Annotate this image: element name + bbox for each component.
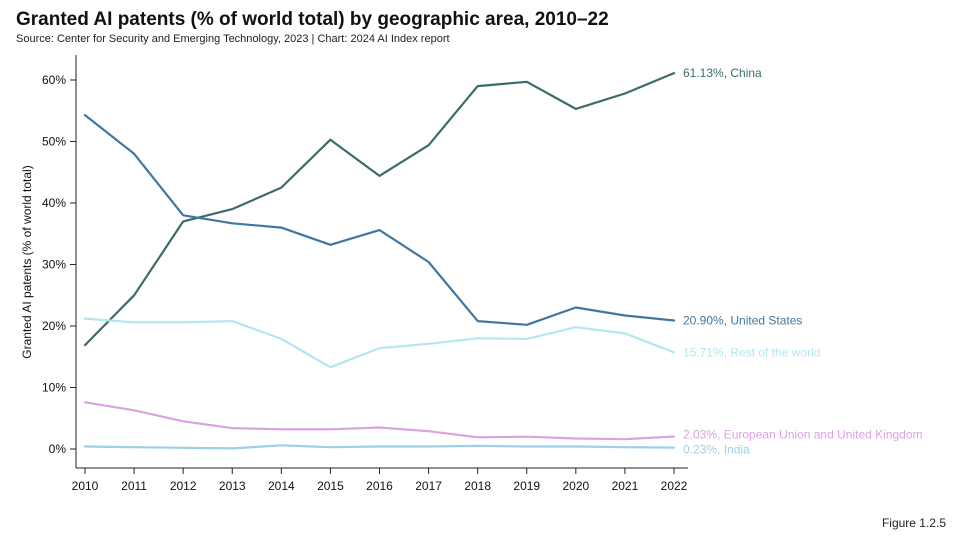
end-label-rest-of-the-world: 15.71%, Rest of the world: [683, 345, 820, 359]
end-label-china: 61.13%, China: [683, 66, 762, 80]
x-tick-label: 2014: [268, 479, 295, 493]
y-tick-label: 30%: [42, 258, 66, 272]
series-line-european-union-and-united-kingdom: [83, 401, 676, 441]
x-tick-label: 2012: [170, 479, 197, 493]
x-tick-label: 2019: [513, 479, 540, 493]
x-tick-label: 2013: [219, 479, 246, 493]
y-axis-title: Granted AI patents (% of world total): [20, 165, 34, 358]
figure-label: Figure 1.2.5: [881, 516, 946, 530]
end-label-united-states: 20.90%, United States: [683, 313, 802, 327]
y-tick-label: 50%: [42, 135, 66, 149]
x-tick-label: 2022: [661, 479, 688, 493]
series-line-china: [83, 71, 676, 347]
y-tick-label: 60%: [42, 73, 66, 87]
x-tick-label: 2017: [415, 479, 442, 493]
y-tick-label: 10%: [42, 381, 66, 395]
chart-title: Granted AI patents (% of world total) by…: [16, 9, 609, 30]
series-line-india: [83, 444, 676, 450]
x-tick-label: 2021: [612, 479, 639, 493]
x-tick-label: 2015: [317, 479, 344, 493]
chart-subtitle: Source: Center for Security and Emerging…: [16, 33, 450, 45]
y-tick-label: 0%: [49, 442, 67, 456]
end-label-india: 0.23%, India: [683, 443, 750, 457]
series-line-rest-of-the-world: [83, 317, 676, 369]
series-line-united-states: [83, 113, 676, 326]
x-tick-label: 2016: [366, 479, 393, 493]
x-tick-label: 2010: [72, 479, 99, 493]
x-tick-label: 2018: [464, 479, 491, 493]
end-label-european-union-and-united-kingdom: 2.03%, European Union and United Kingdom: [683, 428, 923, 442]
x-tick-label: 2020: [562, 479, 589, 493]
x-tick-label: 2011: [121, 479, 147, 493]
y-tick-label: 20%: [42, 319, 66, 333]
y-tick-label: 40%: [42, 196, 66, 210]
